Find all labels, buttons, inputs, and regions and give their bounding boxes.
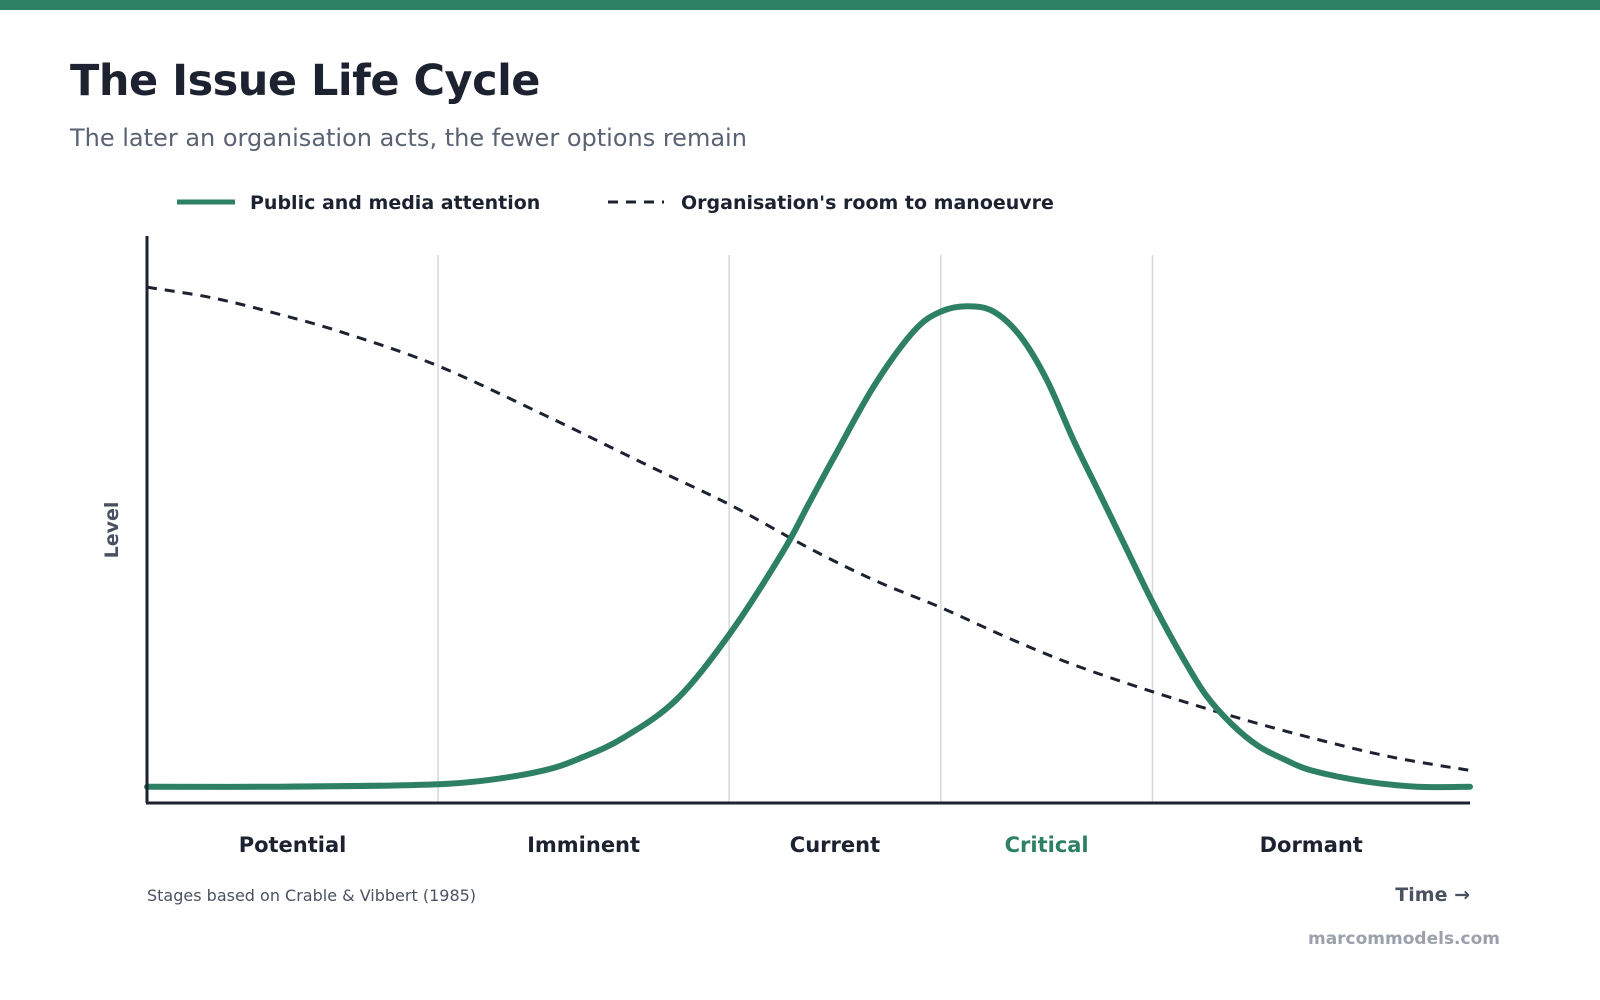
stage-labels: Potential Imminent Current Critical Dormant	[239, 833, 1363, 857]
series-line-room-to-manoeuvre	[146, 285, 1471, 772]
chart-legend: Public and media attention Organisation'…	[177, 192, 1054, 214]
top-accent-bar	[0, 0, 1600, 10]
series-line-public-attention	[144, 303, 1473, 791]
y-axis-label: Level	[101, 502, 123, 559]
series-layer	[144, 285, 1473, 791]
stage-label-critical: Critical	[1005, 833, 1089, 857]
stage-label-dormant: Dormant	[1260, 833, 1363, 857]
page-subtitle: The later an organisation acts, the fewe…	[70, 124, 747, 152]
brand-watermark: marcommodels.com	[1308, 929, 1500, 949]
stage-dividers	[437, 255, 1154, 803]
stage-label-current: Current	[790, 833, 880, 857]
chart-axes	[145, 236, 1470, 805]
stage-label-potential: Potential	[239, 833, 347, 857]
page-title: The Issue Life Cycle	[70, 56, 540, 106]
stage-label-imminent: Imminent	[527, 833, 640, 857]
x-axis-label: Time →	[1395, 884, 1470, 906]
legend-label-public-attention: Public and media attention	[250, 192, 540, 214]
source-footnote: Stages based on Crable & Vibbert (1985)	[147, 886, 476, 905]
legend-label-room-to-manoeuvre: Organisation's room to manoeuvre	[681, 192, 1054, 214]
